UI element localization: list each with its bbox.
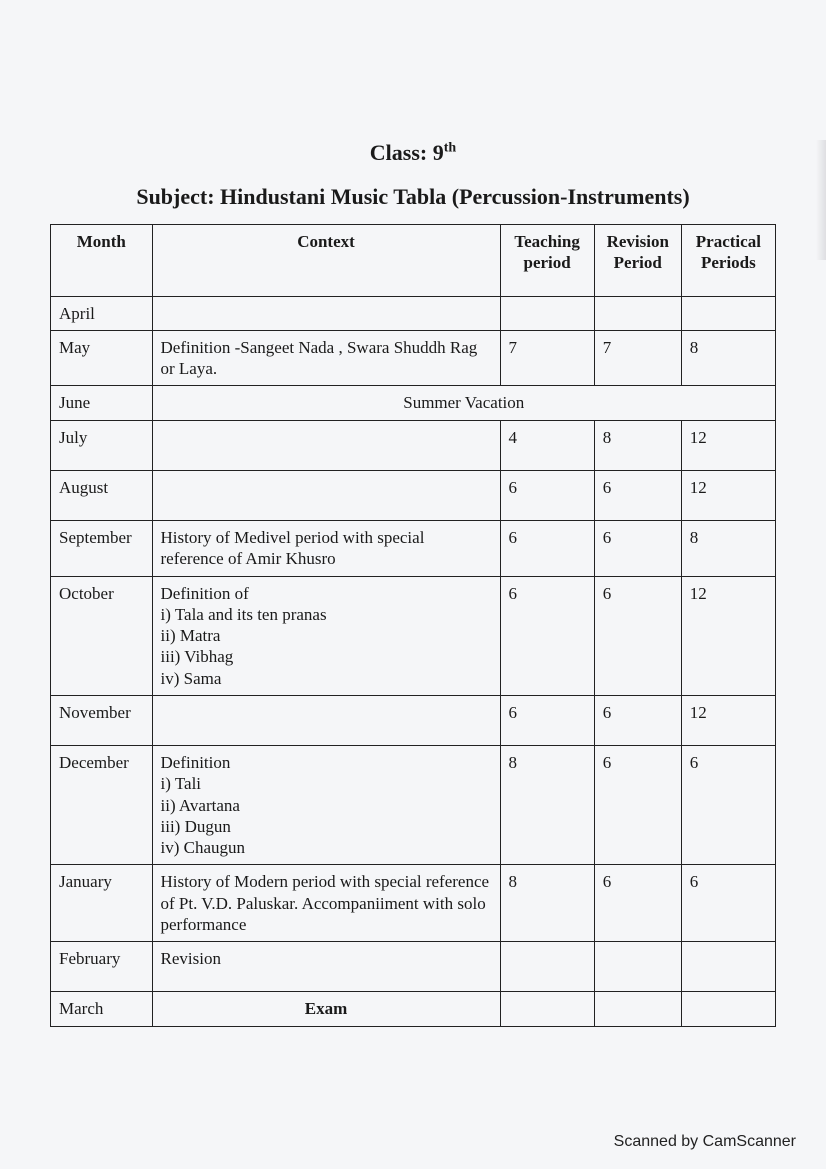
table-row: OctoberDefinition ofi) Tala and its ten … bbox=[51, 576, 776, 695]
cell-practical: 6 bbox=[681, 865, 775, 942]
cell-teaching bbox=[500, 992, 594, 1026]
table-row: FebruaryRevision bbox=[51, 942, 776, 992]
scanner-footer: Scanned by CamScanner bbox=[614, 1133, 796, 1151]
cell-month: April bbox=[51, 296, 153, 330]
cell-context: Definitioni) Taliii) Avartanaiii) Duguni… bbox=[152, 746, 500, 865]
cell-context bbox=[152, 420, 500, 470]
table-row: MarchExam bbox=[51, 992, 776, 1026]
cell-month: May bbox=[51, 330, 153, 386]
col-month: Month bbox=[51, 225, 153, 297]
cell-practical: 8 bbox=[681, 521, 775, 577]
cell-revision bbox=[594, 942, 681, 992]
cell-practical: 8 bbox=[681, 330, 775, 386]
table-row: JanuaryHistory of Modern period with spe… bbox=[51, 865, 776, 942]
cell-month: August bbox=[51, 470, 153, 520]
cell-context: Definition ofi) Tala and its ten pranasi… bbox=[152, 576, 500, 695]
cell-month: September bbox=[51, 521, 153, 577]
col-teaching: Teaching period bbox=[500, 225, 594, 297]
cell-practical bbox=[681, 992, 775, 1026]
cell-revision: 6 bbox=[594, 470, 681, 520]
class-label: Class: 9 bbox=[370, 140, 444, 165]
cell-month: February bbox=[51, 942, 153, 992]
cell-teaching: 4 bbox=[500, 420, 594, 470]
cell-practical: 6 bbox=[681, 746, 775, 865]
cell-revision: 6 bbox=[594, 746, 681, 865]
cell-teaching: 7 bbox=[500, 330, 594, 386]
cell-span-context: Summer Vacation bbox=[152, 386, 776, 420]
cell-practical: 12 bbox=[681, 420, 775, 470]
cell-revision: 6 bbox=[594, 521, 681, 577]
table-row: November6612 bbox=[51, 695, 776, 745]
cell-context: History of Modern period with special re… bbox=[152, 865, 500, 942]
table-row: April bbox=[51, 296, 776, 330]
cell-revision bbox=[594, 296, 681, 330]
cell-practical: 12 bbox=[681, 576, 775, 695]
table-row: DecemberDefinitioni) Taliii) Avartanaiii… bbox=[51, 746, 776, 865]
cell-teaching: 6 bbox=[500, 576, 594, 695]
cell-practical bbox=[681, 942, 775, 992]
cell-context: Exam bbox=[152, 992, 500, 1026]
class-sup: th bbox=[444, 141, 456, 156]
table-row: SeptemberHistory of Medivel period with … bbox=[51, 521, 776, 577]
cell-revision: 6 bbox=[594, 865, 681, 942]
cell-teaching: 8 bbox=[500, 746, 594, 865]
cell-teaching: 6 bbox=[500, 521, 594, 577]
table-header-row: Month Context Teaching period Revision P… bbox=[51, 225, 776, 297]
cell-context bbox=[152, 296, 500, 330]
cell-context bbox=[152, 695, 500, 745]
class-title: Class: 9th bbox=[50, 140, 776, 166]
subject-title: Subject: Hindustani Music Tabla (Percuss… bbox=[50, 184, 776, 210]
cell-teaching bbox=[500, 942, 594, 992]
table-row: MayDefinition -Sangeet Nada , Swara Shud… bbox=[51, 330, 776, 386]
cell-month: November bbox=[51, 695, 153, 745]
cell-revision: 6 bbox=[594, 576, 681, 695]
table-row: August6612 bbox=[51, 470, 776, 520]
cell-context bbox=[152, 470, 500, 520]
cell-revision: 8 bbox=[594, 420, 681, 470]
cell-month: December bbox=[51, 746, 153, 865]
table-row: July 4812 bbox=[51, 420, 776, 470]
cell-practical: 12 bbox=[681, 695, 775, 745]
cell-revision: 7 bbox=[594, 330, 681, 386]
cell-context: Definition -Sangeet Nada , Swara Shuddh … bbox=[152, 330, 500, 386]
cell-practical: 12 bbox=[681, 470, 775, 520]
cell-month: June bbox=[51, 386, 153, 420]
col-revision: Revision Period bbox=[594, 225, 681, 297]
cell-practical bbox=[681, 296, 775, 330]
cell-teaching bbox=[500, 296, 594, 330]
col-context: Context bbox=[152, 225, 500, 297]
cell-context: History of Medivel period with special r… bbox=[152, 521, 500, 577]
syllabus-table: Month Context Teaching period Revision P… bbox=[50, 224, 776, 1027]
cell-revision bbox=[594, 992, 681, 1026]
cell-teaching: 6 bbox=[500, 470, 594, 520]
cell-teaching: 6 bbox=[500, 695, 594, 745]
cell-month: October bbox=[51, 576, 153, 695]
cell-month: January bbox=[51, 865, 153, 942]
cell-revision: 6 bbox=[594, 695, 681, 745]
col-practical: Practical Periods bbox=[681, 225, 775, 297]
cell-context: Revision bbox=[152, 942, 500, 992]
cell-teaching: 8 bbox=[500, 865, 594, 942]
cell-month: March bbox=[51, 992, 153, 1026]
cell-month: July bbox=[51, 420, 153, 470]
table-row: JuneSummer Vacation bbox=[51, 386, 776, 420]
